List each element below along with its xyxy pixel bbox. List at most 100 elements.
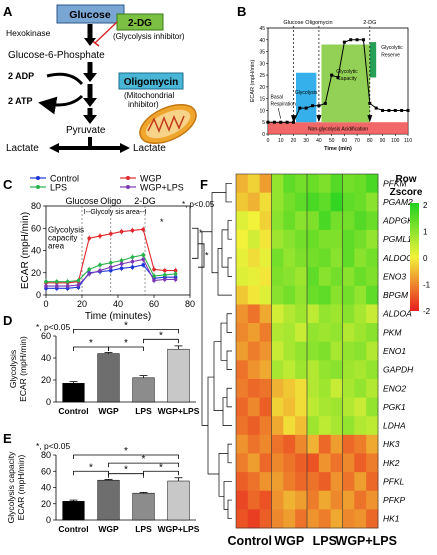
heatmap-cell (236, 304, 249, 324)
heatmap-cell (283, 323, 296, 343)
heatmap-cell (318, 229, 332, 249)
panel-a: A Glucose 2-DG (Glycolysis inhibitor) He… (3, 4, 197, 154)
heatmap-cell (354, 267, 367, 287)
heatmap-cell (259, 490, 272, 510)
heatmap-cell (366, 248, 379, 268)
heatmap-cell (318, 323, 332, 343)
series-point (76, 283, 81, 287)
heatmap-cell (236, 360, 249, 380)
heatmap-cell (342, 490, 355, 510)
heatmap-cell (342, 267, 355, 287)
heatmap-cell (236, 434, 249, 454)
heatmap-cell (330, 453, 343, 473)
g6p-label: Glucose-6-Phosphate (8, 50, 105, 61)
heatmap-cell (259, 304, 272, 324)
ecar-point (330, 73, 334, 77)
heatmap-cell (342, 360, 355, 380)
sig-bracket (73, 454, 179, 459)
series-point (65, 279, 70, 284)
heatmap-cell (236, 453, 249, 473)
heatmap-cell (259, 248, 272, 268)
heatmap-cell (271, 174, 284, 194)
series-point (109, 260, 113, 265)
heatmap-cell (366, 211, 379, 231)
legend-label: LPS (50, 183, 67, 193)
injection-arrow (316, 115, 322, 123)
colorbar-tick-label: -2 (423, 307, 431, 316)
x-tick-label: 80 (367, 138, 373, 144)
heatmap-cell (236, 472, 249, 492)
heatmap-cell (354, 192, 367, 212)
ecar-point (336, 75, 340, 79)
heatmap-cell (354, 360, 367, 380)
y-axis-label-1: Glycolysis (8, 350, 18, 388)
panel-f-heatmap: PFKM PGAM2 ADPGK PGML1 ALDOC ENO3 BPGM ALDOA PKM… (201, 173, 431, 548)
sig-star: * (159, 330, 163, 341)
sig-bracket (108, 346, 144, 351)
gene-label: HK2 (383, 458, 400, 468)
heatmap-cell (247, 211, 261, 231)
heatmap-cell (271, 248, 284, 268)
y-tick-label: 20 (31, 268, 41, 278)
gene-label: ENO2 (383, 383, 406, 393)
non-glycolysis-label: Non-glycolysis Acidification (308, 126, 368, 132)
dendrogram-branch (218, 453, 228, 497)
heatmap-cell (307, 248, 320, 268)
gene-label: ADPGK (382, 216, 413, 226)
gene-label: PKM (383, 327, 402, 337)
bar (132, 492, 155, 521)
heatmap-cell (330, 490, 343, 510)
dendrogram-branch (227, 257, 232, 277)
heatmap-cell (342, 304, 355, 324)
dendrogram-branch (226, 313, 232, 333)
heatmap-cell (342, 192, 355, 212)
heatmap-cell (366, 472, 379, 492)
group-label: WGP+LPS (336, 534, 397, 548)
heatmap-cell (330, 248, 343, 268)
lactate-arrow-right (120, 143, 130, 153)
heatmap-cell (247, 248, 261, 268)
panel-b: B Glucose Oligomycin 2-DG0 10 20 30 40 50 60 70 80… (237, 4, 412, 152)
x-axis-label: Time (minutes) (85, 311, 151, 322)
dendrogram-branch (217, 248, 232, 296)
pval-label: *, p<0.05 (182, 200, 215, 209)
heatmap-cell (236, 341, 249, 361)
heatmap-cell (330, 304, 343, 324)
heatmap-cell (295, 285, 308, 305)
series-point (109, 232, 113, 236)
heatmap-cell (330, 416, 343, 436)
heatmap-cell (342, 341, 355, 361)
heatmap-cell (271, 416, 284, 436)
heatmap-cell (366, 192, 379, 212)
gene-label: LDHA (383, 421, 406, 431)
heatmap-cell (366, 378, 379, 398)
arrow-head-4 (83, 115, 97, 124)
ecar-point (342, 40, 346, 44)
heatmap-cell (295, 434, 308, 454)
heatmap-cell (366, 229, 379, 249)
y-tick-label: 30 (259, 61, 265, 67)
heatmap-cell (318, 434, 332, 454)
injection-label: Oligomycin (305, 20, 332, 26)
arrow-head-3 (83, 98, 97, 107)
basal-label-2: Respiration (271, 102, 297, 108)
heatmap-cell (295, 416, 308, 436)
heatmap-cell (318, 211, 332, 231)
panel-d: D 0 20 40 60 Control WGP LPS WGP+LPS * * * * Glycoly… (3, 313, 200, 416)
heatmap-cell (271, 360, 284, 380)
heatmap-cell (283, 192, 296, 212)
series-point (173, 272, 178, 276)
bar (62, 383, 85, 403)
series-point (87, 236, 91, 241)
heatmap-cell (342, 323, 355, 343)
heatmap-cell (259, 285, 272, 305)
heatmap-cell (318, 174, 332, 194)
dendrogram-branch (220, 322, 227, 361)
heatmap-cell (342, 285, 355, 305)
injection-arrow (290, 115, 296, 123)
heatmap-cell (283, 285, 296, 305)
heatmap-cell (236, 397, 249, 417)
heatmap-cell (330, 509, 343, 529)
ecar-point (349, 38, 353, 42)
